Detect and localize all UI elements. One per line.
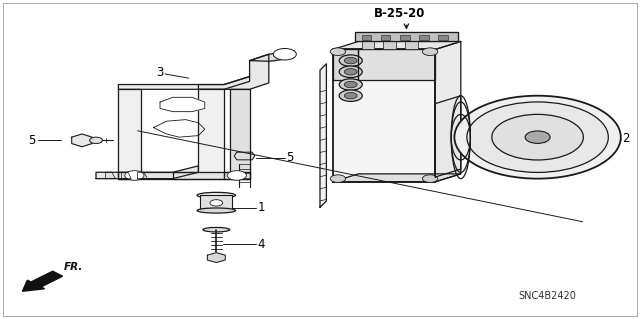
Polygon shape [106,172,115,179]
Bar [405,41,418,49]
Circle shape [90,137,102,144]
Bar [400,35,410,40]
Circle shape [422,48,438,56]
Polygon shape [358,49,435,80]
Circle shape [330,175,346,182]
Text: B-25-20: B-25-20 [374,7,426,20]
Text: FR.: FR. [64,262,83,272]
Polygon shape [333,41,461,49]
Polygon shape [118,89,141,179]
Polygon shape [250,51,294,61]
Circle shape [339,90,362,101]
Circle shape [344,93,357,99]
Circle shape [344,57,357,64]
Ellipse shape [197,192,236,198]
Bar [200,195,232,211]
Polygon shape [122,172,131,179]
Text: 1: 1 [257,202,265,214]
Polygon shape [333,49,435,182]
Circle shape [330,48,346,56]
Text: 3: 3 [156,66,163,79]
Polygon shape [118,172,250,179]
Circle shape [273,48,296,60]
Polygon shape [333,49,358,80]
Text: 5: 5 [28,134,35,147]
FancyArrow shape [22,271,63,291]
Circle shape [492,115,584,160]
Ellipse shape [203,227,230,232]
Polygon shape [320,64,326,207]
Polygon shape [160,97,205,112]
Circle shape [454,96,621,179]
Circle shape [210,200,223,206]
Polygon shape [333,174,461,182]
Bar [362,35,371,40]
Polygon shape [435,96,461,177]
Circle shape [339,55,362,66]
Circle shape [422,175,438,182]
Circle shape [339,79,362,90]
Polygon shape [355,32,458,41]
Circle shape [125,171,144,180]
Polygon shape [224,89,250,179]
Text: 5: 5 [286,152,294,164]
Text: 4: 4 [257,238,265,250]
Polygon shape [118,77,250,89]
Text: 2: 2 [622,132,630,145]
Text: SNC4B2420: SNC4B2420 [518,291,576,301]
Circle shape [467,102,609,173]
Bar [419,35,429,40]
Polygon shape [138,172,147,179]
Polygon shape [207,253,225,263]
Polygon shape [72,134,92,147]
Bar [381,35,390,40]
Polygon shape [96,166,198,179]
Polygon shape [234,152,255,160]
Polygon shape [435,41,461,182]
Circle shape [344,69,357,75]
Circle shape [344,81,357,88]
Circle shape [339,66,362,78]
Bar [362,41,374,49]
Polygon shape [198,54,269,89]
Circle shape [227,171,246,180]
Bar [438,35,448,40]
Ellipse shape [197,208,236,213]
Bar [383,41,396,49]
Circle shape [525,131,550,144]
Polygon shape [173,89,224,179]
